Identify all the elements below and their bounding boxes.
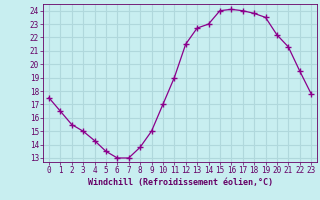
X-axis label: Windchill (Refroidissement éolien,°C): Windchill (Refroidissement éolien,°C) — [87, 178, 273, 187]
